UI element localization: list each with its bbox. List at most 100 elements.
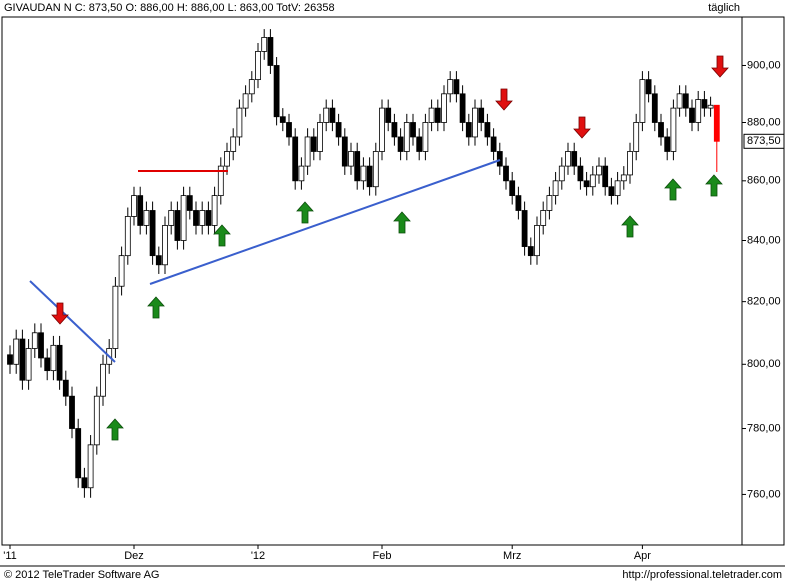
candle-body (255, 51, 261, 81)
candle-body (695, 99, 702, 123)
candle-body (509, 180, 516, 197)
candle-body (310, 136, 317, 152)
candle-body (230, 136, 237, 152)
candle-body (242, 93, 249, 109)
candle-body (317, 122, 323, 152)
plot (7, 29, 720, 498)
candle-body (478, 107, 485, 123)
timeframe: täglich (708, 2, 740, 14)
candle-body (670, 107, 677, 152)
candle-body (664, 136, 671, 152)
candle-body (360, 165, 367, 182)
candle-body (193, 210, 199, 226)
candle-body (143, 210, 150, 226)
y-tick-label: 760,00 (747, 488, 781, 500)
candle-body (614, 180, 621, 197)
sell-arrow (51, 302, 69, 325)
candle-body (608, 186, 615, 197)
candle-body (168, 210, 175, 226)
candle-body (304, 136, 311, 167)
candle-body (217, 165, 224, 197)
candle-body (521, 210, 528, 247)
candle-body (199, 210, 206, 226)
candle-body (81, 477, 88, 489)
candle-body (174, 210, 181, 241)
annotations (29, 55, 729, 441)
candle-body (496, 151, 503, 167)
candle-body (472, 107, 478, 138)
candle-body (100, 363, 106, 397)
candle-body (633, 122, 640, 152)
candle-body (515, 195, 522, 211)
candle-body (459, 93, 466, 123)
candle-body (162, 225, 168, 266)
candle-body (69, 395, 75, 429)
candle-body (385, 107, 392, 123)
y-tick-label: 860,00 (747, 175, 781, 187)
y-tick-label: 800,00 (747, 358, 781, 370)
candle-body (87, 444, 94, 489)
candle-body (186, 195, 193, 211)
candle-body (589, 174, 596, 188)
candle-body (428, 107, 435, 123)
candle-body (701, 99, 708, 109)
candle-body (527, 246, 534, 257)
candle-body (62, 379, 69, 397)
buy-arrow (664, 178, 682, 201)
candle-body (546, 195, 553, 211)
x-tick-label: Apr (634, 550, 651, 562)
x-tick-label: Dez (124, 550, 144, 562)
candle-body (112, 285, 119, 349)
candle-body (627, 151, 633, 176)
candle-body (366, 165, 373, 188)
candle-body (93, 395, 100, 446)
candle-body (534, 225, 540, 257)
candle-body (131, 195, 137, 217)
candle-body (348, 151, 354, 167)
candle-body (137, 195, 144, 226)
candle-body (379, 107, 385, 152)
candle-body (13, 338, 20, 365)
candle-body (651, 93, 658, 123)
candle-body (416, 136, 423, 152)
candle-body (56, 344, 63, 381)
candle-body (323, 107, 330, 123)
buy-arrow (296, 201, 314, 224)
candle-body (577, 165, 584, 182)
candle-body (44, 357, 51, 372)
candle-body (261, 37, 268, 52)
y-tick-label: 780,00 (747, 422, 781, 434)
candle-body (31, 332, 38, 349)
current-price-label: 873,50 (747, 135, 781, 147)
buy-arrow (705, 174, 723, 197)
candle-body (503, 165, 509, 182)
chart-title: GIVAUDAN N C: 873,50 O: 886,00 H: 886,00… (4, 2, 335, 14)
x-tick-label: Mrz (503, 550, 521, 562)
candle-body (7, 354, 13, 365)
candle-body (75, 428, 82, 479)
candle-body (25, 348, 32, 381)
current-price-box (743, 133, 785, 149)
candle-body (273, 65, 280, 118)
candle-body (490, 136, 497, 152)
candle-body (124, 216, 131, 257)
candle-body (205, 210, 212, 226)
candle-body (38, 332, 44, 359)
candle-body (248, 79, 255, 95)
candle-body (292, 136, 299, 182)
candle-body (453, 79, 460, 95)
candle-body (149, 210, 156, 257)
buy-arrow (147, 296, 165, 319)
y-tick-label: 900,00 (747, 59, 781, 71)
candle-body (329, 107, 336, 123)
buy-arrow (621, 215, 639, 238)
y-tick-label: 880,00 (747, 116, 781, 128)
candle-body (372, 151, 379, 188)
trend-line (149, 159, 501, 285)
candle-body (571, 151, 578, 167)
x-tick-label: Feb (373, 550, 392, 562)
candle-body (441, 93, 447, 123)
candle-body (422, 122, 429, 152)
buy-arrow (213, 224, 231, 247)
